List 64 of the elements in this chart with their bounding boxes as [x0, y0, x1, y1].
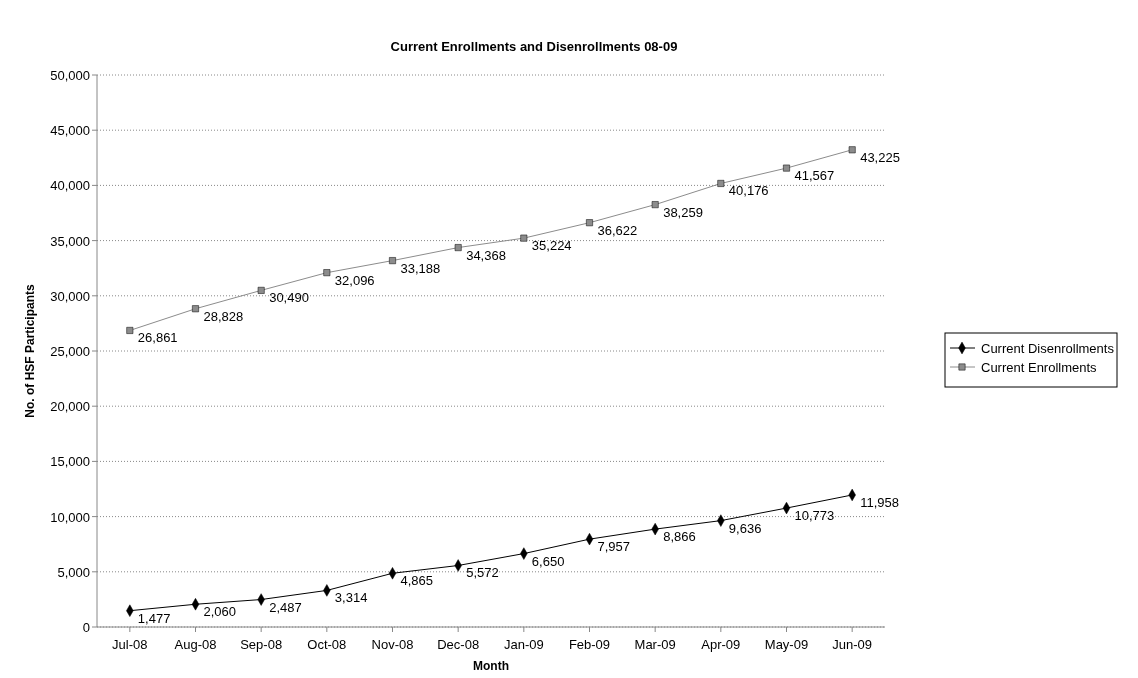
x-tick-label: Apr-09 — [701, 637, 741, 652]
y-tick-label: 50,000 — [50, 68, 90, 83]
y-axis-title: No. of HSF Participants — [23, 284, 37, 418]
point — [389, 257, 396, 265]
y-tick-label: 30,000 — [50, 288, 90, 304]
y-tick-label: 15,000 — [50, 454, 90, 470]
data-label: 36,622 — [597, 222, 638, 238]
point — [257, 286, 265, 294]
point — [520, 234, 528, 242]
y-tick-label: 40,000 — [50, 178, 90, 194]
point — [717, 180, 725, 187]
y-tick-label: 45,000 — [50, 123, 90, 139]
point — [651, 201, 659, 209]
x-axis-title: Month — [473, 659, 509, 673]
data-label: 41,567 — [794, 168, 835, 184]
y-tick-label: 5,000 — [57, 564, 90, 580]
x-tick-label: Sep-08 — [240, 637, 283, 652]
x-tick-label: Jan-09 — [503, 637, 544, 652]
data-label: 35,224 — [531, 238, 572, 254]
y-tick-label: 10,000 — [50, 509, 90, 525]
data-label: 26,861 — [137, 330, 178, 346]
data-label: 3,314 — [334, 590, 368, 606]
data-label: 1,477 — [137, 610, 171, 626]
data-label: 7,957 — [597, 539, 631, 555]
data-label: 4,865 — [400, 573, 434, 589]
data-label: 2,487 — [269, 599, 302, 615]
data-label: 32,096 — [334, 272, 375, 288]
x-tick-label: Aug-08 — [174, 637, 217, 652]
data-label: 33,188 — [400, 260, 441, 276]
data-label: 9,636 — [728, 520, 762, 536]
point — [783, 164, 790, 172]
y-tick-label: 0 — [82, 620, 90, 635]
legend-label: Current Disenrollments — [981, 341, 1115, 356]
x-tick-label: Jun-09 — [832, 637, 873, 652]
data-label: 6,650 — [531, 553, 565, 569]
point — [454, 244, 462, 251]
legend-label: Current Enrollments — [981, 360, 1098, 375]
y-tick-label: 25,000 — [50, 344, 90, 359]
data-label: 40,176 — [728, 183, 769, 199]
x-tick-label: May-09 — [764, 637, 809, 652]
chart-title: Current Enrollments and Disenrollments 08-09 — [390, 39, 678, 54]
data-label: 30,490 — [269, 290, 309, 306]
point — [586, 219, 593, 227]
data-label: 5,572 — [466, 565, 499, 581]
x-tick-label: Nov-08 — [371, 637, 414, 652]
y-tick-label: 35,000 — [50, 233, 90, 249]
x-tick-label: Jul-08 — [112, 637, 148, 652]
point — [126, 327, 134, 334]
data-label: 10,773 — [794, 508, 835, 524]
point — [192, 305, 199, 313]
x-tick-label: Feb-09 — [568, 637, 611, 652]
point — [848, 146, 856, 154]
x-tick-label: Mar-09 — [634, 637, 676, 652]
x-tick-label: Oct-08 — [307, 637, 347, 652]
y-tick-label: 20,000 — [50, 399, 90, 415]
data-label: 28,828 — [203, 308, 244, 324]
data-label: 8,866 — [663, 529, 696, 545]
point — [323, 269, 331, 277]
data-label: 11,958 — [860, 494, 899, 510]
x-tick-label: Dec-08 — [437, 637, 480, 652]
data-label: 2,060 — [203, 604, 237, 620]
data-label: 38,259 — [663, 204, 703, 220]
data-label: 34,368 — [466, 247, 506, 263]
data-label: 43,225 — [860, 149, 900, 165]
